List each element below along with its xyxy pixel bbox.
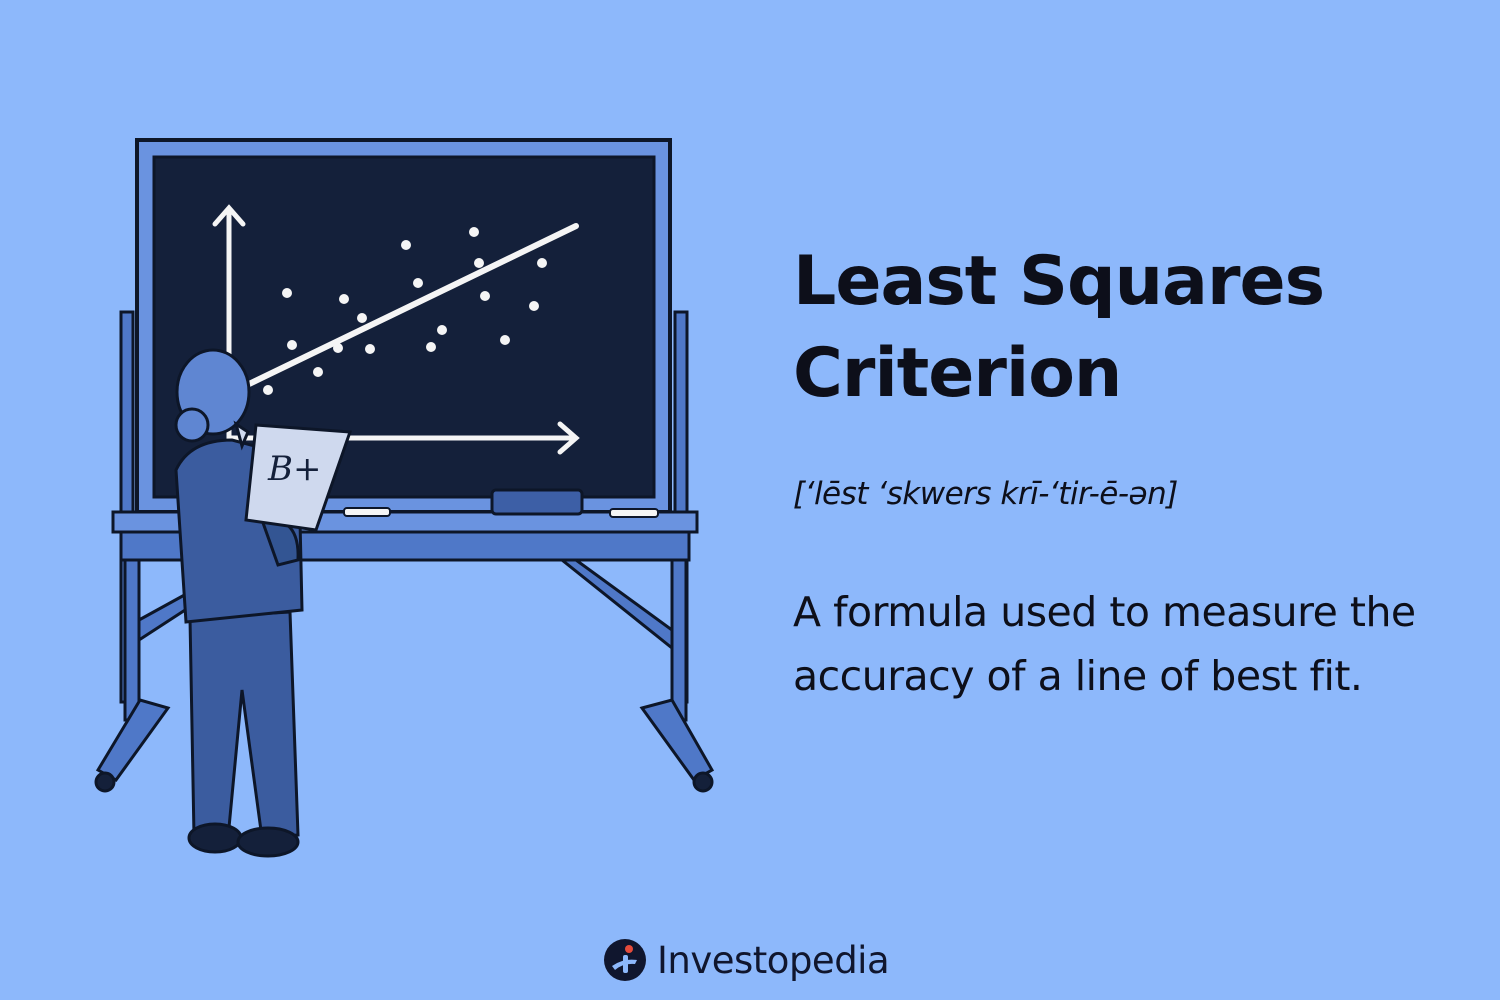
definition-text: A formula used to measure the accuracy o… [793, 588, 1416, 700]
chalk-piece [609, 508, 659, 518]
page-title: Least Squares Criterion [793, 236, 1443, 420]
brand-name: Investopedia [657, 938, 890, 982]
blackboard-illustration: B+ [94, 138, 715, 858]
clipboard: B+ [244, 423, 353, 532]
eraser [490, 488, 584, 516]
scatter-points [263, 227, 547, 395]
best-fit-line [244, 223, 579, 388]
pronunciation: [‘lēst ‘skwers krī-‘tir-ē-ən] [793, 476, 1178, 512]
chalk-piece [343, 507, 391, 517]
investopedia-logo-icon [604, 939, 646, 981]
title-line-2: Criterion [793, 334, 1122, 413]
title-line-1: Least Squares [793, 242, 1325, 321]
clipboard-text: B+ [267, 449, 321, 489]
investopedia-logo[interactable]: Investopedia [603, 932, 890, 988]
